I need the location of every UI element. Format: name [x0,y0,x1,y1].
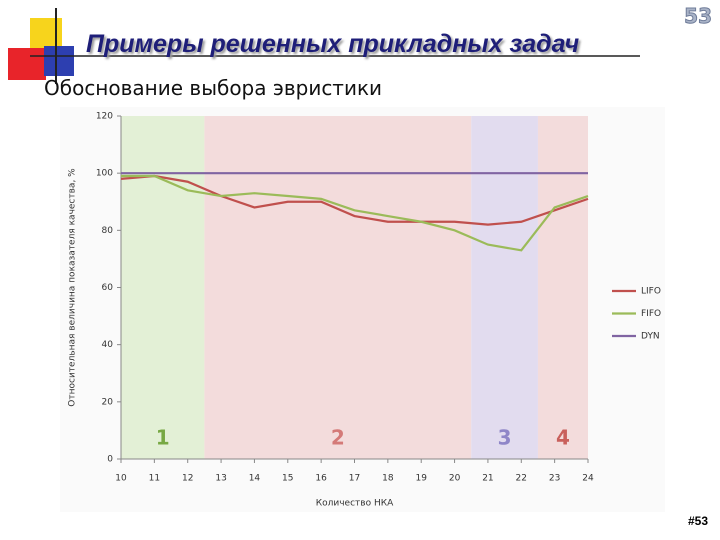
y-tick-label: 80 [102,226,114,236]
x-tick-label: 15 [282,474,293,484]
region [121,116,205,459]
y-axis-title: Относительная величина показателя качест… [68,168,78,407]
region [471,116,538,459]
series-line [121,174,589,252]
x-tick-label: 14 [249,474,261,484]
region-label: 1 [156,426,170,450]
slide-badge: 53 [684,4,713,29]
region [204,116,472,459]
region-label: 2 [331,426,345,450]
x-tick-label: 18 [382,474,394,484]
x-tick-label: 16 [315,474,327,484]
y-tick-label: 60 [102,283,114,293]
y-tick-label: 100 [96,169,113,179]
legend-label: LIFO [641,287,661,297]
slide-subtitle: Обоснование выбора эвристики [44,76,383,100]
x-tick-label: 24 [582,474,594,484]
series-line [120,174,589,226]
legend-label: FIFO [641,309,661,319]
y-tick-label: 20 [102,397,114,407]
x-tick-label: 12 [182,474,193,484]
region-label: 4 [556,426,570,450]
x-tick-label: 19 [415,474,427,484]
legend-label: DYN [641,332,660,342]
x-tick-label: 11 [149,474,160,484]
x-axis-title: Количество НКА [316,499,394,509]
slide-title: Примеры решенных прикладных задач [86,30,580,58]
x-tick-label: 21 [482,474,493,484]
x-tick-label: 13 [215,474,226,484]
y-tick-label: 0 [107,455,113,465]
x-tick-label: 20 [449,474,461,484]
page-number: #53 [687,514,708,528]
x-tick-label: 22 [516,474,527,484]
x-tick-label: 23 [549,474,560,484]
region [537,116,588,459]
y-tick-label: 120 [96,112,113,122]
x-tick-label: 10 [115,474,127,484]
y-tick-label: 40 [102,340,114,350]
region-label: 3 [498,426,512,450]
x-tick-label: 17 [349,474,360,484]
